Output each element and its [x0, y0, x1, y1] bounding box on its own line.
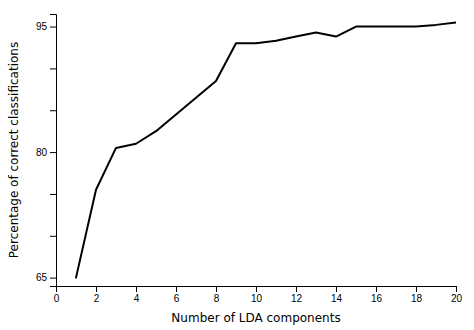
tick-label: 16: [371, 293, 383, 304]
tick: 4: [134, 286, 140, 304]
tick-mark: [296, 286, 297, 292]
tick: 14: [331, 286, 343, 304]
tick: 80: [36, 147, 56, 158]
tick-mark: [416, 286, 417, 292]
tick-mark: [50, 278, 56, 279]
tick-label: 0: [54, 293, 60, 304]
tick-label: 14: [331, 293, 343, 304]
tick-label: 2: [94, 293, 100, 304]
x-axis-title: Number of LDA components: [171, 311, 340, 325]
tick-mark: [50, 68, 56, 69]
tick-mark: [256, 286, 257, 292]
tick: 20: [451, 286, 463, 304]
tick-mark: [376, 286, 377, 292]
tick: 0: [54, 286, 60, 304]
tick: 8: [214, 286, 220, 304]
tick-label: 20: [451, 293, 463, 304]
tick: 65: [36, 272, 56, 283]
tick-label: 8: [214, 293, 220, 304]
tick: [50, 194, 56, 195]
tick-label: 10: [251, 293, 263, 304]
axis-line: [50, 15, 57, 287]
tick: [50, 68, 56, 69]
tick: 6: [174, 286, 180, 304]
tick-label: 4: [134, 293, 140, 304]
tick: 16: [371, 286, 383, 304]
x-axis: 0 2 4 6 8 10 12 14 16 18 20: [54, 286, 463, 304]
tick: 95: [36, 21, 56, 32]
tick-mark: [50, 152, 56, 153]
tick-mark: [50, 110, 56, 111]
tick: [50, 110, 56, 111]
tick-mark: [50, 236, 56, 237]
chart: 0 2 4 6 8 10 12 14 16 18 20 65 80 95 Number of LDA com…: [0, 0, 474, 330]
tick-mark: [336, 286, 337, 292]
tick: 18: [411, 286, 423, 304]
tick: 2: [94, 286, 100, 304]
line: [76, 22, 456, 277]
tick-label: 6: [174, 293, 180, 304]
tick-mark: [50, 27, 56, 28]
tick: 12: [291, 286, 303, 304]
tick-mark: [216, 286, 217, 292]
tick-label: 18: [411, 293, 423, 304]
tick-label: 12: [291, 293, 303, 304]
tick-label: 95: [36, 21, 48, 32]
tick: [50, 236, 56, 237]
tick-mark: [136, 286, 137, 292]
axis-line: [57, 287, 457, 293]
tick-mark: [50, 194, 56, 195]
tick-mark: [456, 286, 457, 292]
marks: [76, 22, 456, 277]
tick-mark: [96, 286, 97, 292]
y-axis-title: Percentage of correct classifications: [7, 42, 21, 258]
tick-label: 65: [36, 272, 48, 283]
tick: 10: [251, 286, 263, 304]
tick-label: 80: [36, 147, 48, 158]
y-axis: 65 80 95: [36, 15, 57, 287]
tick-mark: [176, 286, 177, 292]
plot-area: 0 2 4 6 8 10 12 14 16 18 20 65 80 95 Number of LDA com…: [7, 15, 462, 326]
